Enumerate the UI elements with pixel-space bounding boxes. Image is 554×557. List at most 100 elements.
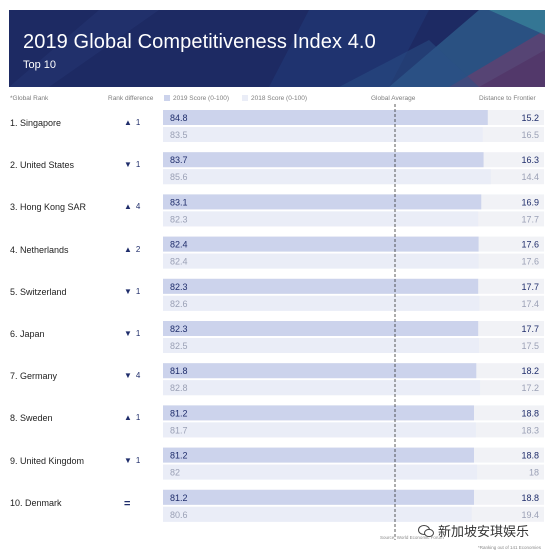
value-label-2018: 81.7	[170, 425, 188, 435]
arrow-down-icon: ▼	[124, 329, 132, 338]
distance-label-2018: 18.3	[521, 425, 539, 435]
value-label-2019: 82.3	[170, 282, 188, 292]
row-label: 10. Denmark	[10, 497, 62, 508]
rank-difference: ▼ 1	[124, 329, 140, 338]
distance-label-2019: 16.3	[521, 155, 539, 165]
arrow-up-icon: ▲	[124, 118, 132, 127]
value-label-2018: 80.6	[170, 510, 188, 520]
value-label-2019: 82.3	[170, 324, 188, 334]
legend-label-2018: 2018 Score (0-100)	[251, 95, 308, 102]
value-label-2018: 83.5	[170, 130, 188, 140]
arrow-up-icon: ▲	[124, 202, 132, 212]
distance-label-2018: 17.5	[521, 341, 539, 351]
row-label: 7. Germany	[10, 371, 58, 382]
arrow-down-icon: ▼	[124, 160, 132, 170]
bar-2019	[163, 236, 479, 252]
distance-label-2019: 17.7	[521, 324, 539, 334]
value-label-2019: 83.1	[170, 197, 188, 207]
distance-label-2018: 17.4	[521, 299, 539, 309]
banner-background	[9, 10, 545, 87]
arrow-down-icon: ▼	[124, 286, 132, 296]
value-label-2018: 82.4	[170, 257, 188, 267]
rank-difference: =	[124, 498, 130, 510]
rank-difference-value: 1	[135, 160, 141, 170]
distance-label-2019: 15.2	[521, 113, 539, 123]
rank-difference: ▲ 4	[124, 202, 140, 211]
arrow-down-icon: ▼	[124, 455, 132, 465]
distance-label-2018: 18	[529, 468, 539, 478]
value-label-2019: 81.2	[170, 451, 188, 461]
legend-label-2019: 2019 Score (0-100)	[173, 95, 230, 102]
rank-equal-icon: =	[124, 497, 131, 510]
row-label: 4. Netherlands	[10, 244, 69, 255]
bar-2018	[163, 127, 483, 142]
value-label-2018: 82	[170, 468, 180, 478]
wechat-icon	[418, 525, 434, 538]
rank-difference: ▼ 4	[124, 371, 140, 380]
row-label: 9. United Kingdom	[10, 455, 85, 466]
rank-difference: ▲ 1	[124, 413, 140, 422]
row-label: 8. Sweden	[10, 413, 53, 424]
bar-2019	[163, 152, 484, 168]
arrow-down-icon: ▼	[124, 371, 132, 381]
column-header-rank-difference: Rank difference	[108, 95, 154, 102]
value-label-2019: 84.8	[170, 113, 188, 123]
bar-2019	[163, 405, 474, 421]
title-banner: 2019 Global Competitiveness Index 4.0 To…	[9, 10, 545, 87]
rank-difference: ▼ 1	[124, 456, 140, 465]
distance-label-2018: 17.7	[521, 214, 539, 224]
value-label-2019: 81.2	[170, 493, 188, 503]
watermark: 新加坡安琪娱乐	[418, 521, 529, 540]
distance-label-2018: 16.5	[521, 130, 539, 140]
legend-2019: 2019 Score (0-100)	[164, 95, 229, 102]
distance-label-2019: 16.9	[521, 197, 539, 207]
rank-difference-value: 2	[135, 244, 141, 254]
bar-2018	[163, 169, 491, 185]
legend-swatch-2018	[242, 95, 248, 101]
bar-2019	[163, 363, 477, 379]
column-header-distance: Distance to Frontier	[479, 95, 536, 102]
rank-difference-value: 1	[135, 118, 141, 127]
distance-label-2018: 19.4	[521, 510, 539, 520]
value-label-2019: 82.4	[170, 240, 188, 250]
column-header-global-average: Global Average	[371, 95, 416, 102]
value-label-2018: 82.6	[170, 299, 188, 309]
rank-difference: ▲ 1	[124, 118, 140, 127]
bar-2018	[163, 338, 479, 353]
rank-difference: ▲ 2	[124, 245, 140, 254]
bar-2018	[163, 295, 480, 311]
value-label-2019: 81.8	[170, 366, 188, 376]
rank-difference-value: 4	[135, 202, 141, 212]
row-label: 3. Hong Kong SAR	[10, 202, 87, 213]
bar-2019	[163, 278, 479, 294]
value-label-2018: 82.3	[170, 214, 188, 224]
bar-2019	[163, 489, 474, 505]
distance-label-2019: 18.2	[521, 366, 539, 376]
distance-label-2018: 14.4	[521, 172, 539, 182]
rank-difference-value: 1	[135, 455, 141, 465]
bar-2019	[163, 110, 488, 125]
distance-label-2019: 18.8	[521, 493, 539, 503]
distance-label-2018: 17.2	[521, 383, 539, 393]
distance-label-2019: 18.8	[521, 408, 539, 418]
bar-2019	[163, 321, 479, 336]
ranking-note: *Ranking out of 141 Economies	[478, 545, 542, 550]
bar-2018	[163, 253, 479, 269]
value-label-2019: 83.7	[170, 155, 188, 165]
rank-difference: ▼ 1	[124, 160, 140, 169]
source-note: Source: World Economic Forum	[380, 535, 444, 540]
bar-2018	[163, 380, 481, 396]
legend-2018: 2018 Score (0-100)	[242, 95, 307, 102]
rank-difference-value: 1	[135, 286, 141, 296]
watermark-text: 新加坡安琪娱乐	[438, 525, 530, 540]
column-header-rank: *Global Rank	[10, 95, 49, 102]
bar-2018	[163, 464, 478, 480]
page-subtitle: Top 10	[23, 59, 57, 71]
distance-label-2019: 18.8	[521, 451, 539, 461]
row-label: 2. United States	[10, 160, 75, 171]
bar-2019	[163, 447, 474, 463]
row-label: 1. Singapore	[10, 118, 62, 128]
page-title: 2019 Global Competitiveness Index 4.0	[23, 31, 376, 53]
bar-2018	[163, 506, 472, 522]
